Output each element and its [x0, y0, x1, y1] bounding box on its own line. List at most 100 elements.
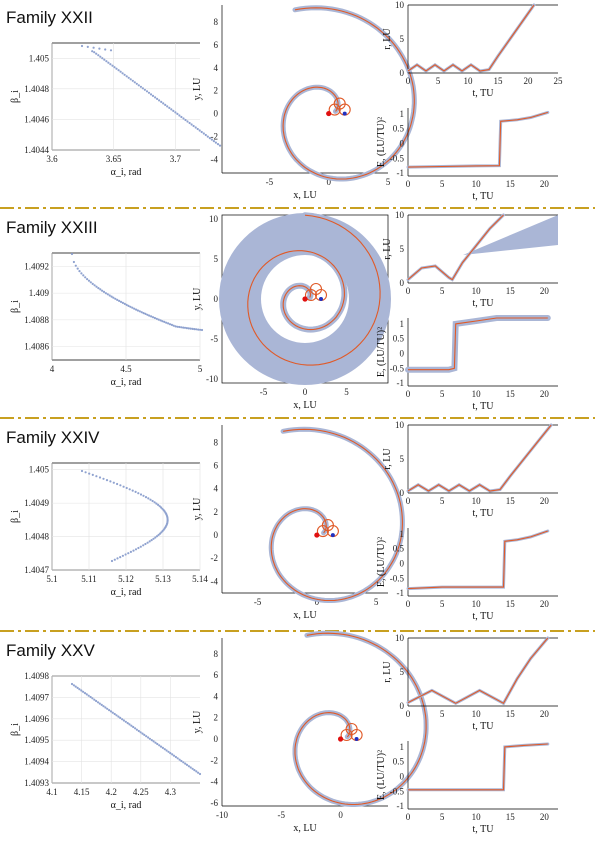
y-tick-label: 0	[400, 488, 405, 498]
xy-trajectory	[294, 632, 427, 806]
param-point	[115, 714, 118, 717]
y-tick-label: 1.4093	[24, 778, 49, 788]
x-tick-label: 0	[406, 179, 411, 189]
param-point	[196, 127, 199, 131]
x-tick-label: -10	[216, 810, 228, 820]
x-tick-label: 5.14	[192, 574, 208, 584]
param-point	[109, 49, 113, 52]
param-point	[72, 260, 75, 264]
xy-panel: -5 0 5 8 6 4 2 0 -2 -4 x, LU y, LU	[192, 425, 405, 621]
y-tick-label: 0	[214, 530, 219, 540]
param-point	[187, 327, 190, 330]
param-point	[185, 763, 189, 767]
param-point	[119, 716, 122, 720]
param-point	[171, 753, 174, 756]
x-tick-label: 5	[344, 387, 349, 397]
x-tick-label: 5	[436, 76, 441, 86]
y-tick-label: 0	[400, 558, 405, 568]
x-tick-label: -5	[260, 387, 268, 397]
param-point	[200, 328, 204, 332]
y-tick-label: -5	[211, 334, 219, 344]
param-point	[125, 486, 128, 490]
param-point	[148, 737, 151, 740]
x-tick-label: 5.11	[81, 574, 96, 584]
param-point	[195, 770, 198, 773]
x-tick-label: 15	[506, 812, 516, 822]
param-point	[158, 99, 161, 102]
x-tick-label: 20	[540, 179, 550, 189]
y-axis-label: y, LU	[192, 710, 203, 733]
param-point	[191, 327, 194, 330]
x-tick-label: 20	[540, 812, 550, 822]
y-axis-label: β_i	[10, 300, 21, 313]
param-point	[163, 748, 166, 751]
r-series-line	[407, 214, 504, 281]
r-panel: 0 5 10 15 20 10 5 0 t, TU r, LU	[382, 420, 558, 519]
x-tick-label: 10	[472, 709, 482, 719]
y-tick-label: 1.4048	[24, 84, 49, 94]
param-point	[100, 703, 103, 707]
x-tick-label: 0	[406, 389, 411, 399]
x-tick-label: 10	[472, 599, 482, 609]
x-tick-label: 4.2	[106, 787, 117, 797]
y-tick-label: 5	[400, 244, 405, 254]
param-point	[178, 325, 181, 329]
param-point	[80, 689, 83, 692]
param-point	[165, 321, 168, 324]
param-point	[150, 539, 153, 542]
secondary-body-marker	[319, 297, 323, 301]
param-point	[107, 61, 110, 64]
param-point	[122, 485, 125, 488]
param-point	[89, 281, 92, 284]
param-point	[190, 123, 193, 126]
figure-panels: Family XXII 3.6 3.65 3.7 1.405 1.4048 1.4046 1.…	[6, 0, 563, 835]
y-tick-label: -2	[211, 553, 219, 563]
param-point	[113, 558, 116, 561]
param-point	[121, 72, 124, 75]
param-point	[84, 471, 87, 474]
param-point	[82, 274, 85, 277]
param-point	[82, 690, 85, 693]
param-point	[113, 66, 116, 69]
y-tick-label: -1	[397, 801, 405, 811]
param-point	[148, 540, 151, 543]
param-point	[194, 126, 197, 129]
param-point	[153, 501, 156, 504]
x-axis-label: x, LU	[293, 190, 317, 201]
y-tick-label: 10	[395, 420, 405, 430]
x-tick-label: 20	[540, 496, 550, 506]
xy-panel: -5 0 5 10 5 0 -5 -10 x, LU y, LU	[192, 212, 391, 411]
param-point	[155, 317, 158, 320]
y-tick-label: 1.405	[29, 465, 50, 475]
param-point	[114, 297, 117, 300]
param-point	[93, 284, 96, 287]
param-point	[159, 532, 162, 535]
r-panel: 0 5 10 15 20 10 5 0 t, TU r, LU	[382, 633, 558, 732]
param-point	[212, 140, 215, 143]
y-tick-label: 4	[214, 484, 219, 494]
param-points	[70, 252, 204, 332]
y-tick-label: 2	[214, 86, 219, 96]
e-series-band	[406, 110, 550, 169]
param-point	[206, 135, 209, 138]
r-series-line	[407, 637, 549, 705]
param-point	[156, 742, 159, 746]
param-point	[187, 765, 190, 768]
family-title: Family XXIV	[6, 428, 100, 447]
param-point	[147, 736, 150, 739]
y-tick-label: 10	[395, 633, 405, 643]
param-point	[159, 745, 163, 748]
param-point	[76, 686, 79, 690]
param-point	[170, 323, 173, 326]
param-point	[198, 772, 202, 776]
param-point	[133, 307, 136, 310]
y-axis-label: r, LU	[382, 28, 393, 50]
param-point	[116, 557, 119, 560]
y-tick-label: 8	[214, 17, 219, 27]
param-point	[111, 711, 114, 714]
param-point	[166, 105, 169, 108]
param-point	[176, 325, 179, 328]
param-point	[144, 312, 147, 315]
x-tick-label: 10	[472, 812, 482, 822]
y-tick-label: 0	[214, 109, 219, 119]
